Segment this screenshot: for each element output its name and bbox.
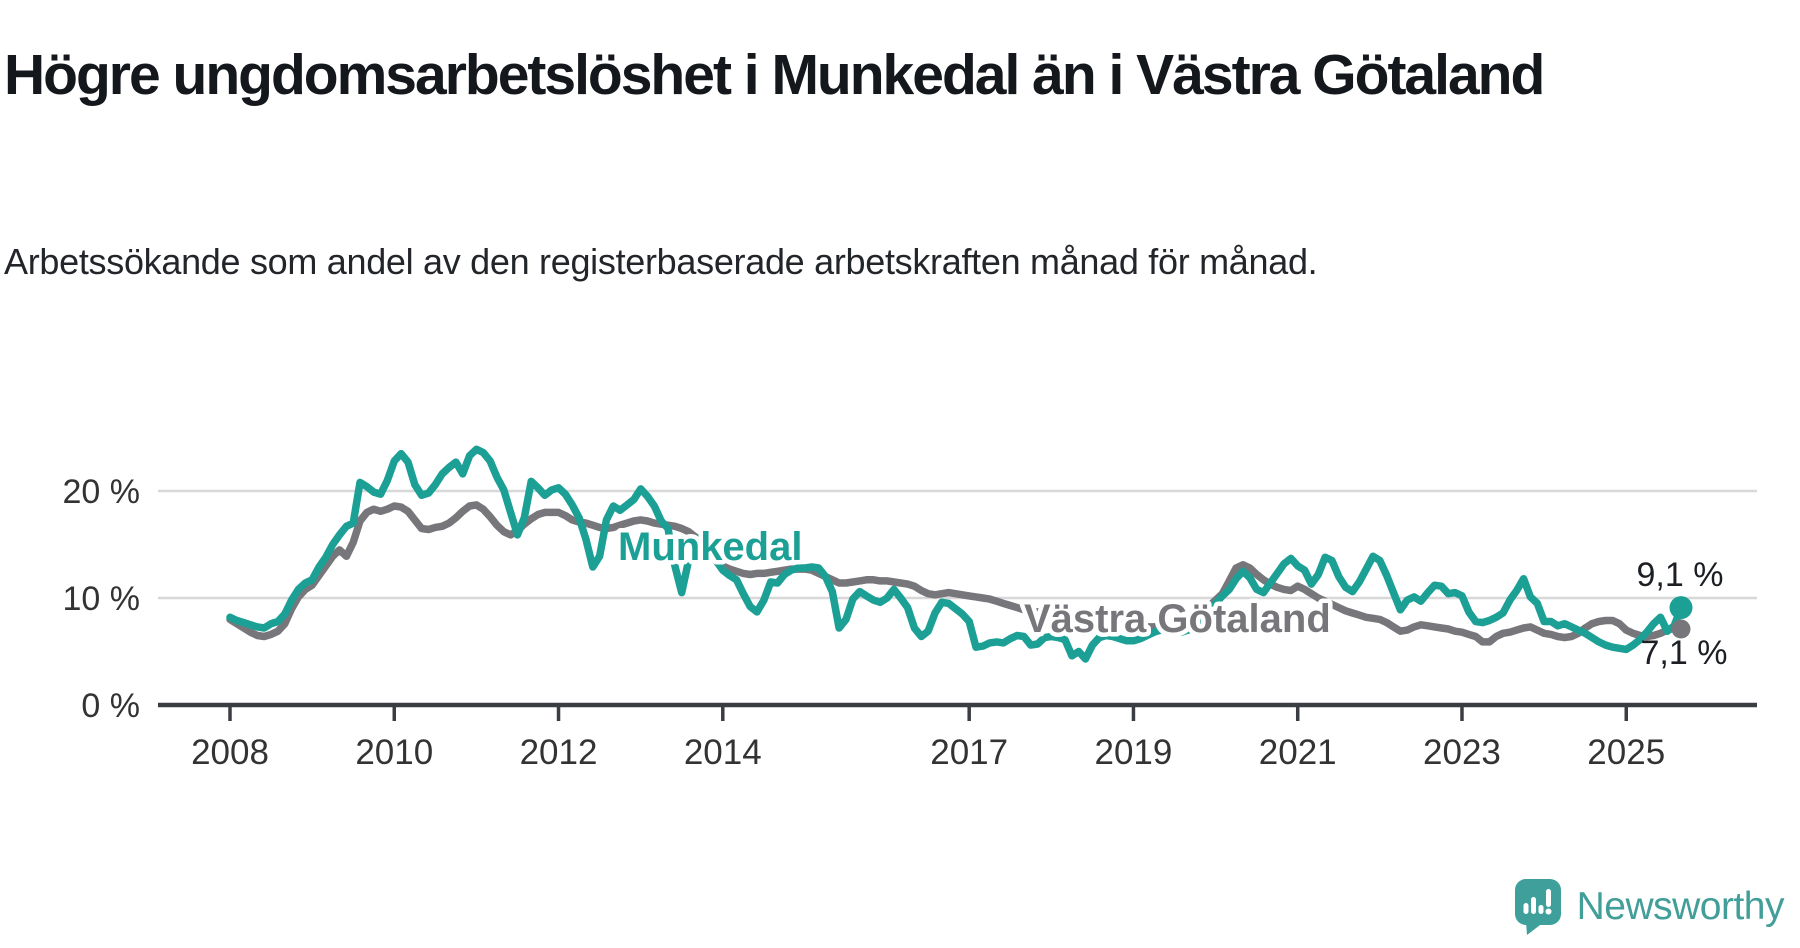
x-tick-label-2010: 2010 [355, 733, 433, 772]
x-tick-label-2012: 2012 [520, 733, 598, 772]
y-tick-label-20: 20 % [63, 473, 141, 511]
end-dot-vastra-gotaland [1671, 619, 1691, 639]
newsworthy-logo: Newsworthy [1514, 878, 1785, 936]
x-tick-label-2008: 2008 [191, 733, 269, 772]
series-label-vastra-gotaland: Västra Götaland [1024, 597, 1331, 641]
newsworthy-bubble-icon [1514, 879, 1561, 935]
end-dot-munkedal [1669, 596, 1693, 620]
x-tick-label-2025: 2025 [1587, 733, 1665, 772]
page-title: Högre ungdomsarbetslöshet i Munkedal än … [4, 43, 1545, 108]
x-tick-label-2017: 2017 [930, 733, 1008, 772]
x-tick-label-2014: 2014 [684, 733, 762, 772]
x-tick-label-2021: 2021 [1259, 733, 1337, 772]
series-line-munkedal [226, 445, 1685, 663]
chart-subtitle: Arbetssökande som andel av den registerb… [4, 241, 1318, 282]
y-tick-label-10: 10 % [63, 580, 141, 618]
y-tick-label-0: 0 % [81, 687, 140, 725]
series-label-munkedal: Munkedal [618, 525, 802, 569]
x-tick-label-2023: 2023 [1423, 733, 1501, 772]
end-value-label-vastra-gotaland: 7,1 % [1641, 634, 1728, 672]
newsworthy-logo-text: Newsworthy [1576, 885, 1785, 928]
end-value-label-munkedal: 9,1 % [1637, 556, 1724, 594]
series-line-vastra-gotaland [226, 501, 1685, 646]
x-tick-label-2019: 2019 [1095, 733, 1173, 772]
